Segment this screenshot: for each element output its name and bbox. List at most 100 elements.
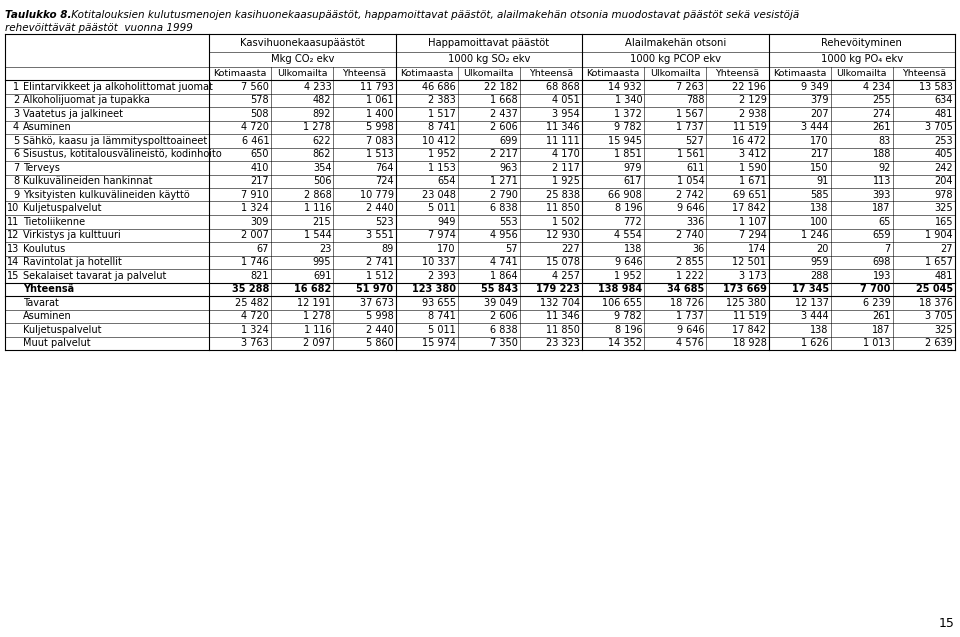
Text: 508: 508 <box>251 109 269 118</box>
Text: 7 974: 7 974 <box>428 230 456 240</box>
Text: 1 952: 1 952 <box>428 149 456 159</box>
Text: 527: 527 <box>685 136 705 146</box>
Text: Yhteensä: Yhteensä <box>715 69 759 78</box>
Text: 2 606: 2 606 <box>491 122 517 132</box>
Text: 4 233: 4 233 <box>303 82 331 92</box>
Text: 16 682: 16 682 <box>294 284 331 294</box>
Text: 1000 kg SO₂ ekv: 1000 kg SO₂ ekv <box>447 55 530 64</box>
Text: 691: 691 <box>313 271 331 281</box>
Text: Kulkuvälineiden hankinnat: Kulkuvälineiden hankinnat <box>23 176 153 186</box>
Text: 15 974: 15 974 <box>421 338 456 348</box>
Text: 1 153: 1 153 <box>428 162 456 173</box>
Text: 1 222: 1 222 <box>677 271 705 281</box>
Text: 654: 654 <box>437 176 456 186</box>
Text: 4 234: 4 234 <box>863 82 891 92</box>
Text: 2 790: 2 790 <box>490 190 517 200</box>
Text: 7 700: 7 700 <box>860 284 891 294</box>
Text: 13 583: 13 583 <box>919 82 953 92</box>
Text: 3 444: 3 444 <box>801 311 828 321</box>
Text: 553: 553 <box>499 217 517 227</box>
Text: 1 746: 1 746 <box>241 257 269 268</box>
Text: Kuljetuspalvelut: Kuljetuspalvelut <box>23 203 102 213</box>
Text: 8 741: 8 741 <box>428 311 456 321</box>
Text: 204: 204 <box>934 176 953 186</box>
Text: 1 013: 1 013 <box>863 338 891 348</box>
Text: 187: 187 <box>873 325 891 335</box>
Text: 1 737: 1 737 <box>677 122 705 132</box>
Text: 9 782: 9 782 <box>614 122 642 132</box>
Text: 18 726: 18 726 <box>670 297 705 308</box>
Text: 217: 217 <box>251 176 269 186</box>
Text: 788: 788 <box>685 96 705 105</box>
Text: 12 137: 12 137 <box>795 297 828 308</box>
Text: 12: 12 <box>7 230 19 240</box>
Text: 1 372: 1 372 <box>614 109 642 118</box>
Text: Ravintolat ja hotellit: Ravintolat ja hotellit <box>23 257 122 268</box>
Text: 165: 165 <box>934 217 953 227</box>
Text: Yksityisten kulkuvälineiden käyttö: Yksityisten kulkuvälineiden käyttö <box>23 190 190 200</box>
Text: 39 049: 39 049 <box>484 297 517 308</box>
Text: 25 482: 25 482 <box>235 297 269 308</box>
Text: Tavarat: Tavarat <box>23 297 59 308</box>
Text: 20: 20 <box>816 244 828 254</box>
Text: 138 984: 138 984 <box>598 284 642 294</box>
Text: 37 673: 37 673 <box>359 297 394 308</box>
Text: 5 860: 5 860 <box>366 338 394 348</box>
Text: 51 970: 51 970 <box>356 284 394 294</box>
Text: 23 048: 23 048 <box>421 190 456 200</box>
Text: Asuminen: Asuminen <box>23 311 72 321</box>
Text: 11 519: 11 519 <box>732 311 766 321</box>
Text: 5 011: 5 011 <box>428 325 456 335</box>
Text: Yhteensä: Yhteensä <box>23 284 74 294</box>
Text: 2 217: 2 217 <box>490 149 517 159</box>
Text: Elintarvikkeet ja alkoholittomat juomat: Elintarvikkeet ja alkoholittomat juomat <box>23 82 213 92</box>
Text: 3 705: 3 705 <box>925 311 953 321</box>
Text: 138: 138 <box>810 203 828 213</box>
Text: 12 501: 12 501 <box>732 257 766 268</box>
Text: 7: 7 <box>12 162 19 173</box>
Text: 132 704: 132 704 <box>540 297 580 308</box>
Text: 227: 227 <box>562 244 580 254</box>
Text: 4 741: 4 741 <box>491 257 517 268</box>
Text: 892: 892 <box>313 109 331 118</box>
Text: 91: 91 <box>816 176 828 186</box>
Text: 1 061: 1 061 <box>366 96 394 105</box>
Text: 3 705: 3 705 <box>925 122 953 132</box>
Text: 3 551: 3 551 <box>366 230 394 240</box>
Text: 2 740: 2 740 <box>677 230 705 240</box>
Text: Taulukko 8.: Taulukko 8. <box>5 10 71 20</box>
Text: Virkistys ja kulttuuri: Virkistys ja kulttuuri <box>23 230 121 240</box>
Text: 4 170: 4 170 <box>552 149 580 159</box>
Text: 22 196: 22 196 <box>732 82 766 92</box>
Text: 959: 959 <box>810 257 828 268</box>
Text: 11: 11 <box>7 217 19 227</box>
Text: 5: 5 <box>12 136 19 146</box>
Text: 7 350: 7 350 <box>490 338 517 348</box>
Text: 67: 67 <box>256 244 269 254</box>
Text: 1 737: 1 737 <box>677 311 705 321</box>
Text: 578: 578 <box>251 96 269 105</box>
Text: 207: 207 <box>810 109 828 118</box>
Text: 2 440: 2 440 <box>366 325 394 335</box>
Text: Mkg CO₂ ekv: Mkg CO₂ ekv <box>271 55 334 64</box>
Text: 188: 188 <box>873 149 891 159</box>
Text: 699: 699 <box>499 136 517 146</box>
Text: 2 440: 2 440 <box>366 203 394 213</box>
Text: 393: 393 <box>873 190 891 200</box>
Text: 66 908: 66 908 <box>609 190 642 200</box>
Text: Yhteensä: Yhteensä <box>901 69 946 78</box>
Text: Kasvihuonekaasupäästöt: Kasvihuonekaasupäästöt <box>240 38 365 48</box>
Text: 862: 862 <box>313 149 331 159</box>
Text: 10: 10 <box>7 203 19 213</box>
Text: Happamoittavat päästöt: Happamoittavat päästöt <box>428 38 549 48</box>
Text: 2 855: 2 855 <box>677 257 705 268</box>
Text: 1 904: 1 904 <box>925 230 953 240</box>
Text: 8 196: 8 196 <box>614 203 642 213</box>
Text: 949: 949 <box>438 217 456 227</box>
Text: 979: 979 <box>624 162 642 173</box>
Text: 14 932: 14 932 <box>609 82 642 92</box>
Text: 3 954: 3 954 <box>552 109 580 118</box>
Text: 1 054: 1 054 <box>677 176 705 186</box>
Text: 15: 15 <box>939 617 955 630</box>
Text: 764: 764 <box>375 162 394 173</box>
